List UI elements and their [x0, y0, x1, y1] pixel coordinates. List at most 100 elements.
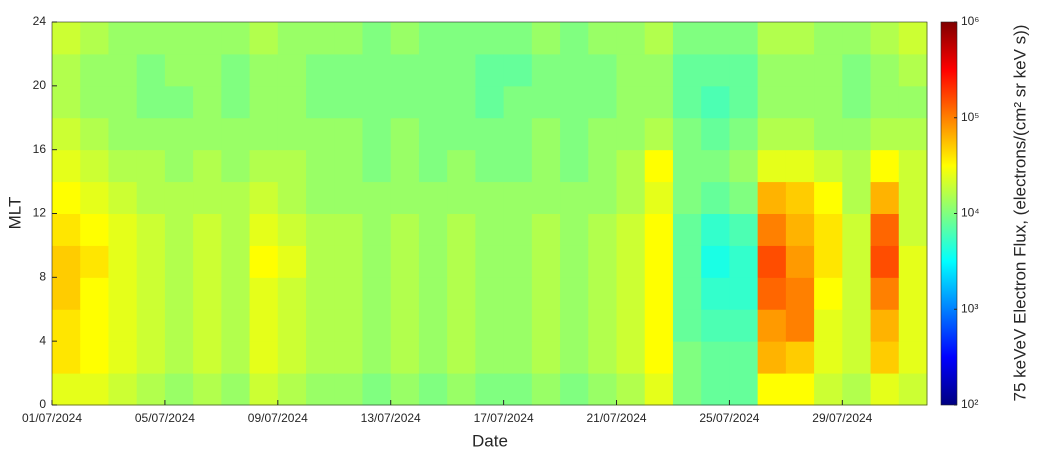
heatmap-cell	[52, 309, 81, 342]
heatmap-cell	[306, 309, 335, 342]
heatmap-cell	[193, 373, 222, 406]
heatmap-cell	[729, 213, 759, 246]
heatmap-cell	[644, 309, 674, 342]
heatmap-cell	[560, 181, 589, 214]
heatmap-cell	[560, 373, 589, 406]
x-tick-label: 09/07/2024	[248, 411, 308, 425]
heatmap-cell	[108, 277, 138, 310]
heatmap-cell	[164, 309, 194, 342]
heatmap-cell	[249, 309, 279, 342]
heatmap-cell	[588, 181, 618, 214]
heatmap-cell	[447, 117, 476, 151]
heatmap-cell	[870, 309, 900, 342]
heatmap-cell	[644, 213, 674, 246]
colorbar-tick-label: 10³	[961, 301, 978, 315]
heatmap-cell	[531, 277, 561, 310]
x-tick-label: 05/07/2024	[135, 411, 195, 425]
heatmap-cell	[418, 341, 448, 374]
heatmap-cell	[334, 213, 363, 246]
heatmap-cell	[814, 117, 843, 151]
heatmap-cell	[672, 213, 702, 246]
heatmap-cell	[418, 149, 448, 183]
heatmap-cell	[193, 277, 222, 310]
heatmap-cell	[701, 22, 730, 55]
heatmap-cell	[221, 213, 251, 246]
heatmap-cell	[588, 22, 618, 55]
heatmap-cell	[560, 53, 589, 87]
x-tick-label: 21/07/2024	[586, 411, 646, 425]
heatmap-cell	[475, 277, 505, 310]
heatmap-cell	[503, 117, 533, 151]
heatmap-cell	[193, 22, 222, 55]
heatmap-cell	[503, 213, 533, 246]
heatmap-cell	[418, 277, 448, 310]
heatmap-cell	[306, 245, 335, 278]
heatmap-cell	[870, 373, 900, 406]
heatmap-cell	[221, 117, 251, 151]
heatmap-cell	[672, 373, 702, 406]
heatmap-cell	[503, 245, 533, 278]
heatmap-cell	[672, 22, 702, 55]
heatmap-cell	[701, 373, 730, 406]
heatmap-cell	[785, 245, 815, 278]
heatmap-cell	[842, 149, 872, 183]
heatmap-cell	[757, 277, 787, 310]
heatmap-cell	[560, 341, 589, 374]
heatmap-cell	[80, 53, 109, 87]
heatmap-cell	[588, 373, 618, 406]
heatmap-cell	[588, 117, 618, 151]
heatmap-cell	[729, 181, 759, 214]
heatmap-cell	[898, 341, 928, 374]
heatmap-cell	[475, 181, 505, 214]
heatmap-cell	[362, 117, 392, 151]
heatmap-cell	[701, 277, 730, 310]
heatmap-cell	[447, 22, 476, 55]
heatmap-cell	[136, 22, 166, 55]
heatmap-cell	[870, 181, 900, 214]
heatmap-cell	[757, 309, 787, 342]
heatmap-cell	[193, 149, 222, 183]
colorbar-tick-label: 10⁴	[961, 206, 980, 220]
heatmap-cell	[560, 85, 589, 119]
heatmap-cell	[842, 22, 872, 55]
x-axis-title: Date	[472, 431, 508, 450]
heatmap-cell	[560, 277, 589, 310]
heatmap-cell	[616, 149, 646, 183]
heatmap-cell	[531, 341, 561, 374]
heatmap-cell	[757, 213, 787, 246]
heatmap-cell	[757, 341, 787, 374]
heatmap-cell	[334, 22, 363, 55]
heatmap-cell	[503, 53, 533, 87]
heatmap-cell	[390, 341, 420, 374]
heatmap-cell	[390, 373, 420, 406]
heatmap-cell	[842, 53, 872, 87]
heatmap-cell	[306, 341, 335, 374]
heatmap-cell	[277, 245, 307, 278]
heatmap-cell	[475, 117, 505, 151]
heatmap-cell	[814, 341, 843, 374]
heatmap-cell	[785, 373, 815, 406]
heatmap-cell	[531, 53, 561, 87]
heatmap-cell	[672, 277, 702, 310]
heatmap-cell	[277, 117, 307, 151]
heatmap-cell	[475, 245, 505, 278]
heatmap-cell	[842, 245, 872, 278]
heatmap-cell	[898, 245, 928, 278]
heatmap-cell	[334, 245, 363, 278]
heatmap-cell	[588, 53, 618, 87]
heatmap-cell	[842, 373, 872, 406]
heatmap-cell	[136, 341, 166, 374]
heatmap-cell	[193, 117, 222, 151]
heatmap-cell	[729, 22, 759, 55]
heatmap-cell	[898, 53, 928, 87]
heatmap-cell	[842, 85, 872, 119]
heatmap-cell	[390, 277, 420, 310]
heatmap-cell	[80, 277, 109, 310]
heatmap-cell	[221, 22, 251, 55]
heatmap-cell	[136, 149, 166, 183]
heatmap-cell	[221, 149, 251, 183]
heatmap-cell	[785, 341, 815, 374]
heatmap-cell	[193, 309, 222, 342]
heatmap-cell	[108, 85, 138, 119]
